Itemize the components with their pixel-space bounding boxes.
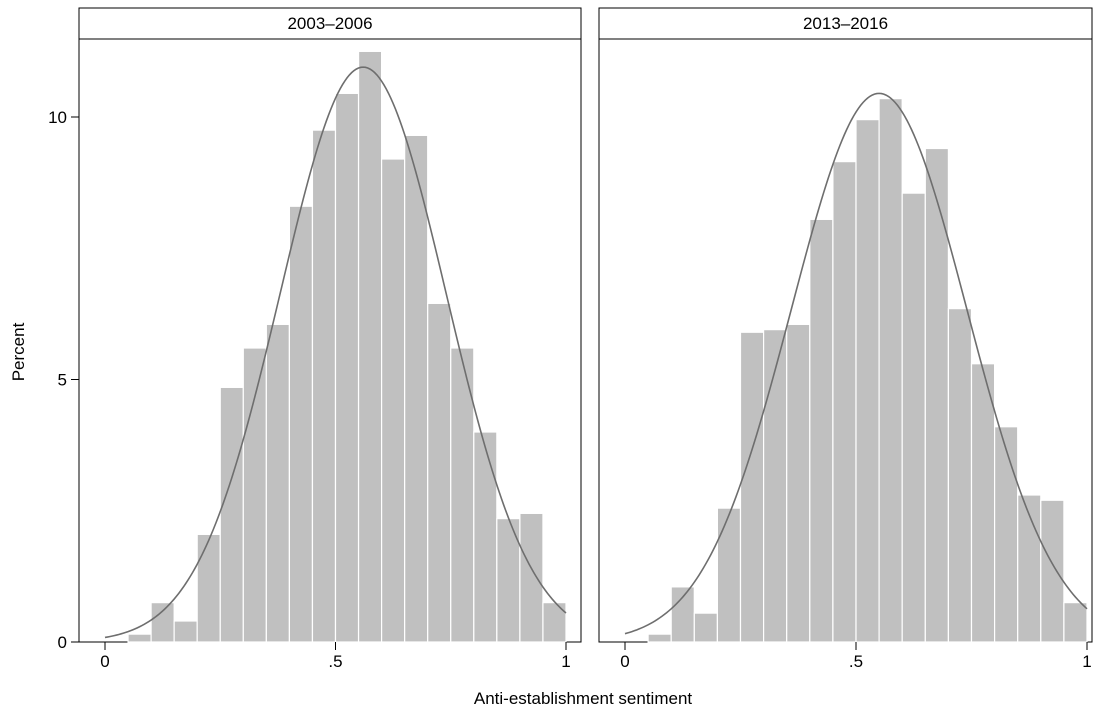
histogram-bar: [716, 507, 742, 643]
panel-title: 2003–2006: [287, 14, 372, 33]
panel-strip: [78, 7, 582, 40]
histogram-bar: [786, 323, 811, 643]
bars: [127, 50, 567, 643]
histogram-bar: [924, 147, 949, 643]
histogram-bar: [357, 50, 383, 643]
histogram-bar: [473, 431, 498, 643]
y-axis-title: Percent: [9, 322, 28, 381]
panel-title: 2013–2016: [803, 14, 888, 33]
histogram-bar: [542, 602, 567, 643]
x-tick-label: 1: [1082, 652, 1091, 671]
histogram-bar: [173, 620, 198, 643]
x-tick-label: 1: [561, 652, 570, 671]
histogram-bar: [809, 218, 834, 643]
y-tick-label: 10: [48, 108, 67, 127]
histogram-bar: [150, 602, 175, 643]
histogram-bar: [219, 386, 244, 643]
y-tick-label: 0: [58, 633, 67, 652]
histogram-bar: [196, 533, 221, 643]
histogram-bar: [334, 92, 360, 643]
normal-density-curve: [624, 92, 1088, 635]
x-tick-label: .5: [328, 652, 342, 671]
histogram-bar: [693, 612, 718, 643]
bars: [647, 98, 1088, 643]
x-axis-title: Anti-establishment sentiment: [474, 689, 693, 708]
x-tick-label: 0: [620, 652, 629, 671]
histogram-bar: [381, 158, 406, 643]
histogram-bar: [311, 129, 337, 643]
histogram-bar: [670, 586, 695, 643]
histogram-bar: [127, 633, 152, 643]
histogram-bar: [1040, 499, 1065, 643]
normal-density-curve: [104, 66, 567, 639]
x-tick-label: .5: [849, 652, 863, 671]
histogram-bar: [855, 119, 880, 643]
histogram-bar: [427, 302, 452, 643]
histogram-bar: [739, 331, 765, 643]
histogram-bar: [762, 329, 788, 643]
histogram-bar: [993, 426, 1019, 643]
histogram-bar: [265, 323, 291, 643]
x-tick-label: 0: [100, 652, 109, 671]
histogram-bar: [901, 192, 926, 643]
histogram-bar: [404, 134, 429, 643]
panel-2: 2013–2016 0 .5 1: [598, 7, 1093, 671]
histogram-bar: [970, 363, 996, 643]
histogram-bar: [647, 633, 672, 643]
histogram-bar: [242, 347, 267, 643]
histogram-bar: [878, 98, 903, 643]
y-tick-label: 5: [58, 371, 67, 390]
histogram-bar: [288, 205, 314, 643]
histogram-bar: [1063, 602, 1088, 643]
histogram-bar: [519, 512, 544, 643]
histogram-bar: [832, 161, 857, 643]
histogram-bar: [947, 308, 973, 643]
